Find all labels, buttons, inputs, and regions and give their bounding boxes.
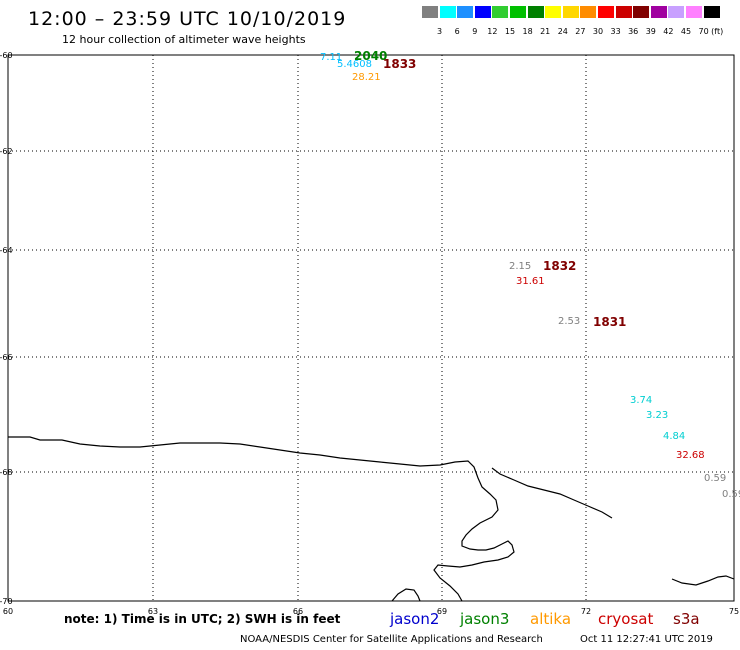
amery-ice-shelf-coastline [491, 467, 613, 519]
longitude-label: 63 [148, 607, 158, 616]
scale-swatch [422, 6, 438, 18]
scale-label: 12 [487, 27, 498, 36]
scale-label: 42 [663, 27, 674, 36]
map-frame [7, 54, 735, 602]
longitude-label: 60 [3, 607, 13, 616]
pass-time: 1831 [593, 315, 626, 329]
scale-label: 39 [645, 27, 656, 36]
pass-time: 1832 [543, 259, 576, 273]
longitude-label: 75 [729, 607, 739, 616]
antarctic-coastline [8, 436, 515, 602]
map-title: 12:00 – 23:59 UTC 10/10/2019 [28, 8, 347, 30]
pass-time: 2040 [354, 49, 387, 63]
map-gridlines [8, 55, 734, 601]
wave-height-value: 31.61 [516, 276, 545, 287]
scale-swatch [457, 6, 474, 18]
scale-swatch [545, 6, 562, 18]
wave-height-value: 4.84 [663, 431, 685, 442]
wave-height-value: 7.11 [320, 52, 342, 63]
generated-timestamp: Oct 11 12:27:41 UTC 2019 [580, 634, 713, 645]
latitude-label: -68 [0, 468, 13, 477]
latitude-label: -70 [0, 597, 13, 606]
wave-height-value: 3.74 [630, 395, 652, 406]
wave-height-value: 2.53 [558, 316, 580, 327]
scale-swatch [439, 6, 456, 18]
scale-label: 36 [628, 27, 639, 36]
latitude-label: -66 [0, 353, 13, 362]
scale-swatch [615, 6, 632, 18]
wave-height-value: 0.59 [722, 489, 740, 500]
legend-jason2: jason2 [390, 610, 440, 628]
scale-label: 6 [454, 27, 460, 36]
pass-time: 1833 [383, 57, 416, 71]
scale-label: 30 [592, 27, 604, 36]
scale-swatch [492, 6, 509, 18]
scale-swatch [686, 6, 702, 18]
wave-height-value: 5.4608 [337, 59, 372, 70]
wave-height-value: 3.23 [646, 410, 668, 421]
credit-text: NOAA/NESDIS Center for Satellite Applica… [240, 634, 543, 645]
scale-swatch [668, 6, 685, 18]
scale-label: 45 [680, 27, 692, 36]
scale-swatch [474, 6, 491, 18]
latitude-label: -64 [0, 246, 13, 255]
scale-label: 21 [540, 27, 551, 36]
latitude-label: -60 [0, 51, 13, 60]
legend-jason3: jason3 [460, 610, 510, 628]
scale-label: 3 [437, 27, 443, 36]
scale-label: 33 [610, 27, 621, 36]
note-text: note: 1) Time is in UTC; 2) SWH is in fe… [64, 612, 341, 626]
observation-labels: 7.115.4608 28.21 2.15 31.61 2.53 3.74 3.23 4.84… [320, 52, 740, 500]
legend-cryosat: cryosat [598, 610, 654, 628]
longitude-label: 66 [293, 607, 303, 616]
legend-altika: altika [530, 610, 572, 628]
scale-label: 9 [472, 27, 478, 36]
scale-label: 15 [504, 27, 516, 36]
wave-height-value: 2.15 [509, 261, 531, 272]
legend-s3a: s3a [673, 610, 700, 628]
scale-unit: (ft) [711, 27, 724, 36]
longitude-label: 69 [437, 607, 447, 616]
scale-label: 70 [698, 27, 709, 36]
scale-label: 18 [522, 27, 533, 36]
scale-swatch [527, 6, 544, 18]
scale-swatch [650, 6, 667, 18]
scale-label: 24 [557, 27, 568, 36]
scale-swatch [703, 6, 720, 18]
wave-height-value: 28.21 [352, 72, 381, 83]
scale-label: 27 [575, 27, 586, 36]
longitude-label: 72 [581, 607, 591, 616]
scale-swatch [598, 6, 614, 18]
coastline-east [671, 575, 735, 586]
wave-height-value: 0.59 [704, 473, 726, 484]
coastline-fragment [391, 588, 421, 602]
map-subtitle: 12 hour collection of altimeter wave hei… [62, 33, 306, 46]
scale-swatch [633, 6, 650, 18]
scale-swatch [562, 6, 579, 18]
wave-height-value: 32.68 [676, 450, 705, 461]
scale-swatch [580, 6, 597, 18]
latitude-label: -62 [0, 147, 13, 156]
scale-swatch [510, 6, 526, 18]
